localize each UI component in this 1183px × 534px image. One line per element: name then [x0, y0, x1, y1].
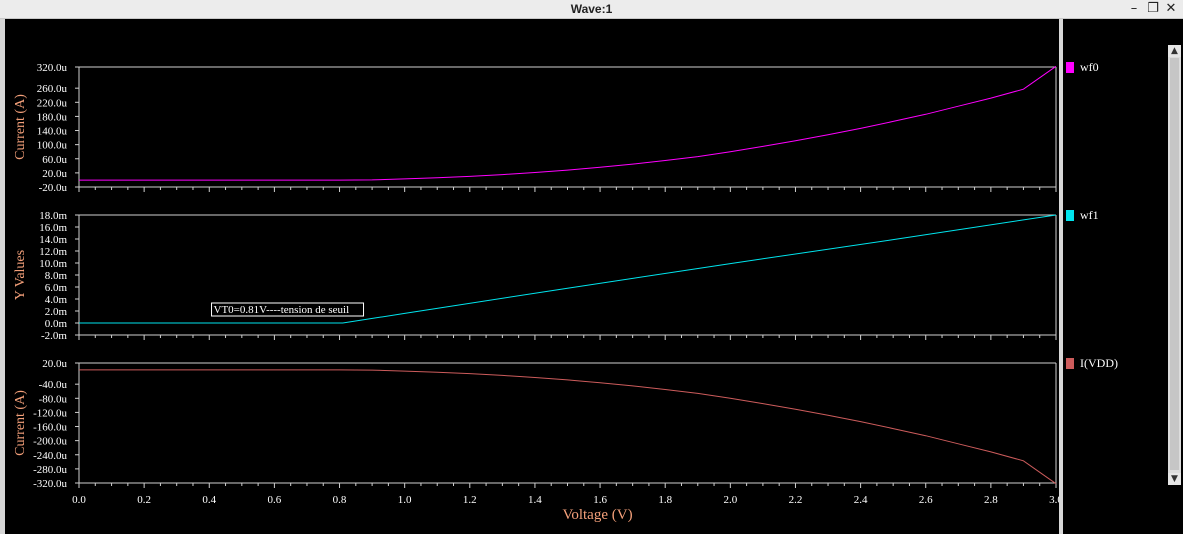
legend-label: I(VDD) — [1080, 356, 1118, 370]
y-tick-label: 18.0m — [39, 210, 67, 222]
y-tick-label: 8.0m — [45, 270, 68, 282]
x-tick-label: 0.2 — [137, 494, 151, 506]
window-titlebar: Wave:1 – ❐ ✕ — [0, 0, 1183, 19]
left-border — [0, 19, 5, 534]
y-tick-label: -320.0u — [33, 478, 67, 490]
y-tick-label: 14.0m — [39, 234, 67, 246]
y-tick-label: 20.0u — [42, 168, 67, 180]
annotation-box — [211, 302, 365, 317]
y-tick-label: -20.0u — [39, 182, 68, 194]
y-tick-label: 0.0m — [45, 318, 68, 330]
y-tick-label: 12.0m — [39, 246, 67, 258]
y-tick-label: 4.0m — [45, 294, 68, 306]
y-tick-label: 20.0u — [42, 358, 67, 370]
close-icon[interactable]: ✕ — [1165, 1, 1177, 16]
x-tick-label: 1.4 — [528, 494, 542, 506]
x-tick-label: 2.0 — [723, 494, 737, 506]
y-tick-label: -40.0u — [39, 379, 68, 391]
x-tick-label: 3.0 — [1049, 494, 1059, 506]
minimize-icon[interactable]: – — [1130, 1, 1138, 16]
x-tick-label: 2.2 — [789, 494, 803, 506]
y-tick-label: 2.0m — [45, 306, 68, 318]
y-tick-label: -200.0u — [33, 436, 67, 448]
y-tick-label: -80.0u — [39, 393, 68, 405]
x-tick-label: 1.6 — [593, 494, 607, 506]
chart-panel-1: 18.0m16.0m14.0m12.0m10.0m8.0m6.0m4.0m2.0… — [13, 210, 1057, 342]
chart-panel-2: 20.0u -40.0u -80.0u -120.0u -160.0u -200.0u -2… — [13, 358, 1059, 523]
y-tick-label: 6.0m — [45, 282, 68, 294]
x-tick-label: 1.2 — [463, 494, 477, 506]
y-tick-label: 60.0u — [42, 154, 67, 166]
y-tick-label: -280.0u — [33, 464, 67, 476]
window-title: Wave:1 — [570, 2, 613, 16]
y-tick-label: 10.0m — [39, 258, 67, 270]
x-tick-label: 2.6 — [919, 494, 933, 506]
x-tick-label: 2.4 — [854, 494, 868, 506]
y-tick-label: 220.0u — [37, 97, 68, 109]
x-tick-label: 1.0 — [398, 494, 412, 506]
scroll-down-icon[interactable]: ▼ — [1168, 473, 1181, 485]
chart-panel-0: 320.0u 260.0u 220.0u 180.0u 140.0u 100.0u 60.0… — [13, 62, 1057, 194]
y-axis-label: Current (A) — [13, 94, 28, 160]
y-tick-label: 260.0u — [37, 83, 68, 95]
y-tick-label: 140.0u — [37, 126, 68, 138]
restore-icon[interactable]: ❐ — [1147, 1, 1159, 16]
y-tick-label: 320.0u — [37, 62, 68, 74]
scrollbar-thumb[interactable] — [1170, 58, 1179, 470]
y-tick-label: -160.0u — [33, 422, 67, 434]
y-tick-label: -2.0m — [41, 330, 67, 342]
y-axis-label: Current (A) — [13, 390, 28, 456]
x-tick-label: 0.0 — [72, 494, 86, 506]
y-tick-label: -240.0u — [33, 450, 67, 462]
x-tick-label: 0.6 — [268, 494, 282, 506]
scroll-up-icon[interactable]: ▲ — [1168, 45, 1181, 57]
legend-swatch — [1066, 210, 1074, 221]
legend-label: wf1 — [1080, 208, 1099, 222]
panel-divider[interactable] — [1059, 19, 1063, 534]
legend-swatch — [1066, 358, 1074, 369]
x-tick-label: 0.8 — [333, 494, 347, 506]
x-tick-label: 2.8 — [984, 494, 998, 506]
y-tick-label: 180.0u — [37, 111, 68, 123]
x-tick-label: 1.8 — [658, 494, 672, 506]
series-line-I(VDD) — [79, 369, 1057, 485]
y-tick-label: 100.0u — [37, 140, 68, 152]
y-axis-label: Y Values — [13, 250, 28, 300]
series-line-wf0 — [79, 65, 1057, 181]
legend-swatch — [1066, 62, 1074, 73]
x-axis-label: Voltage (V) — [562, 507, 632, 523]
legend-label: wf0 — [1080, 60, 1099, 74]
y-tick-label: -120.0u — [33, 407, 67, 419]
series-line-wf1 — [79, 214, 1057, 324]
annotation-text: VT0=0.81V----tension de seuil — [214, 304, 350, 316]
y-tick-label: 16.0m — [39, 222, 67, 234]
wave-plot-area[interactable]: 320.0u 260.0u 220.0u 180.0u 140.0u 100.0u 60.0… — [0, 0, 1059, 534]
x-tick-label: 0.4 — [202, 494, 216, 506]
